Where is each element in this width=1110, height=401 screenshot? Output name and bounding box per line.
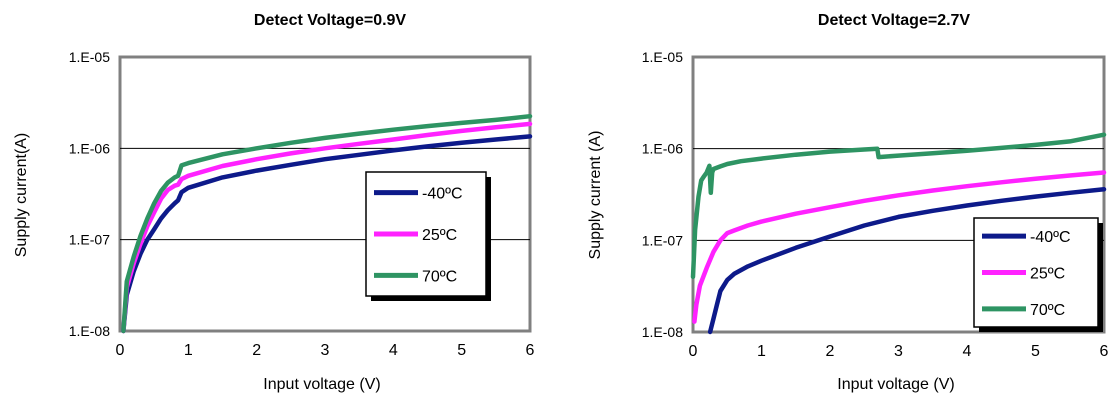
y-tick-label: 1.E-08 (642, 324, 683, 340)
x-tick-label: 2 (826, 343, 835, 360)
y-tick-label: 1.E-07 (69, 232, 110, 248)
y-tick-label: 1.E-07 (642, 232, 683, 248)
y-tick-label: 1.E-06 (642, 141, 683, 157)
series-line-0 (707, 187, 1107, 335)
x-tick-label: 2 (252, 342, 261, 359)
x-tick-label: 3 (321, 342, 330, 359)
legend-label: 25ºC (1030, 266, 1065, 283)
chart-title: Detect Voltage=2.7V (818, 12, 971, 29)
x-tick-label: 0 (689, 343, 698, 360)
series-line-2 (690, 132, 1107, 280)
x-tick-label: 4 (963, 343, 972, 360)
x-tick-label: 4 (389, 342, 398, 359)
x-tick-label: 6 (526, 342, 535, 359)
legend-label: 70ºC (422, 268, 457, 285)
series-line-1 (692, 170, 1107, 324)
x-axis-label: Input voltage (V) (837, 376, 954, 393)
series-line-1 (121, 121, 533, 334)
x-tick-label: 1 (757, 343, 766, 360)
legend-label: 25ºC (422, 227, 457, 244)
x-tick-label: 6 (1100, 343, 1109, 360)
x-axis-label: Input voltage (V) (263, 376, 380, 393)
y-tick-label: 1.E-05 (642, 49, 683, 65)
y-axis-label: Supply current (A) (587, 131, 604, 260)
x-tick-label: 5 (1031, 343, 1040, 360)
x-tick-label: 5 (457, 342, 466, 359)
series-line-0 (121, 134, 533, 334)
chart-detect-0-9v: Detect Voltage=0.9V 1.E-08 1.E-07 1.E-06 1.E… (13, 12, 535, 393)
x-tick-label: 1 (184, 342, 193, 359)
legend-label: -40ºC (1030, 229, 1071, 246)
y-tick-label: 1.E-08 (69, 323, 110, 339)
y-tick-label: 1.E-05 (69, 49, 110, 65)
legend-label: 70ºC (1030, 302, 1065, 319)
y-axis-label: Supply current(A) (13, 133, 30, 258)
legend-label: -40ºC (422, 186, 463, 203)
chart-title: Detect Voltage=0.9V (254, 12, 407, 29)
series-line-2 (121, 113, 533, 334)
x-tick-label: 0 (116, 342, 125, 359)
x-tick-label: 3 (894, 343, 903, 360)
y-tick-label: 1.E-06 (69, 140, 110, 156)
chart-detect-2-7v: Detect Voltage=2.7V 1.E-08 1.E-07 1.E-06 1.E… (587, 12, 1109, 393)
